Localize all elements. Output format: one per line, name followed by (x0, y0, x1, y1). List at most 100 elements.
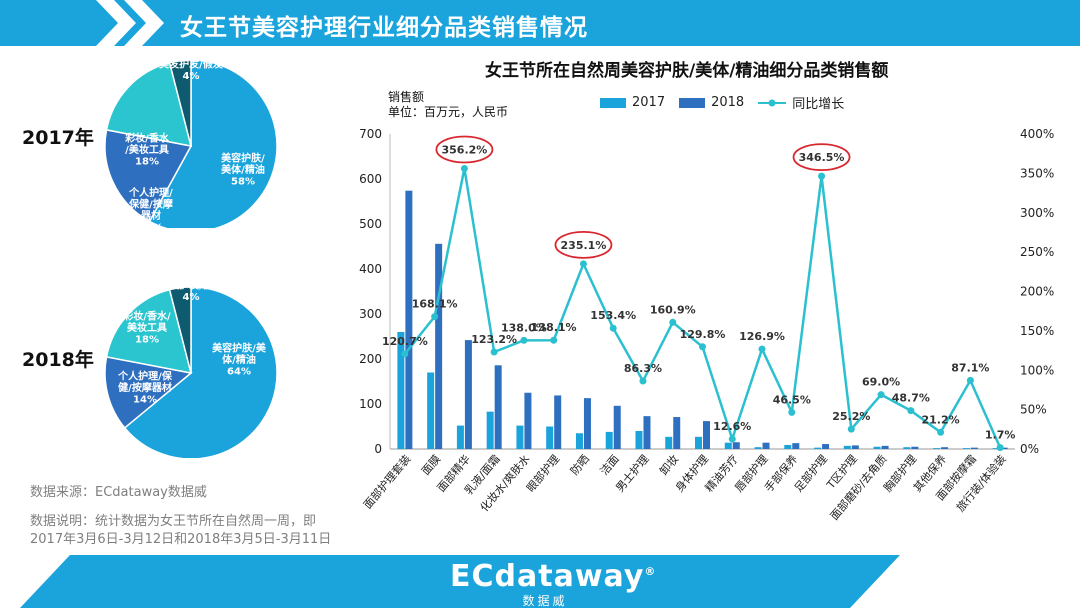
bar-2017 (873, 446, 881, 449)
growth-data-label: 46.5% (773, 393, 811, 406)
bar-2017 (575, 433, 583, 449)
bar-2018 (1000, 447, 1008, 449)
legend-swatch-2018 (679, 97, 706, 108)
legend-label-2018: 2018 (711, 95, 745, 110)
bar-2018 (643, 416, 651, 449)
bar-2018 (494, 365, 502, 449)
growth-data-label: 235.1% (561, 239, 607, 252)
data-description-line2: 2017年3月6日-3月12日和2018年3月5日-3月11日 (30, 532, 332, 547)
pie-slice-label: 美体/精油 (221, 163, 265, 176)
growth-point (669, 318, 677, 326)
pie-slice-label: 个人护理/ (128, 186, 173, 199)
x-category-label: 面部护理套装 (360, 452, 413, 512)
page-title: 女王节美容护理行业细分品类销售情况 (180, 15, 588, 41)
growth-point (401, 350, 409, 358)
y-tick-label: 100 (359, 397, 382, 411)
bar-2017 (962, 448, 970, 449)
data-description-line1: 数据说明：统计数据为女王节所在自然周一周，即 (30, 514, 317, 529)
growth-point (788, 408, 796, 416)
growth-data-label: 87.1% (951, 361, 989, 374)
pie-slice-label: 58% (231, 177, 255, 188)
bar-2017 (427, 372, 435, 449)
bar-2018 (881, 445, 889, 449)
growth-data-label: 129.8% (680, 328, 726, 341)
pie-slice-label: /美妆工具 (125, 143, 169, 156)
growth-point (550, 336, 558, 344)
pie-slice (148, 59, 278, 228)
bar-2017 (397, 332, 405, 449)
pie-slice-label: 14% (133, 395, 157, 406)
y2-tick-label: 300% (1020, 206, 1054, 220)
bar-2017 (486, 411, 494, 449)
growth-point (996, 444, 1004, 452)
pie-slice-label: 美发护发/假发 (159, 58, 224, 70)
legend-item-2017: 2017 (600, 95, 665, 110)
growth-point (728, 435, 736, 443)
legend-item-growth: 同比增长 (758, 93, 844, 112)
bar-2017 (724, 442, 732, 449)
y-axis-title: 销售额 (388, 90, 425, 104)
growth-point (699, 343, 706, 351)
bar-2018 (762, 442, 770, 449)
data-source-note: 数据来源：ECdataway数据威 (30, 485, 207, 500)
growth-data-label: 138.0% (501, 321, 547, 334)
growth-data-label: 126.9% (739, 330, 785, 343)
pie-2018-year-label: 2018年 (22, 349, 94, 371)
bar-2017 (456, 425, 464, 449)
footer-brand-logo: ECdataway® 数据威 (450, 555, 655, 608)
pie-2017-year-label: 2017年 (22, 127, 94, 149)
pie-slice (105, 61, 193, 147)
legend-swatch-2017 (600, 97, 626, 108)
y-tick-label: 300 (359, 307, 382, 321)
pie-slice-label: 彩妆/香水 (124, 132, 170, 145)
y-tick-label: 400 (359, 262, 382, 276)
pie-slice-label: 美容护肤/ (221, 152, 265, 165)
y2-tick-label: 350% (1020, 166, 1054, 180)
chart-legend: 2017 2018 同比增长 (600, 93, 844, 112)
x-category-label: 洁面 (598, 453, 622, 478)
growth-point (579, 260, 587, 268)
growth-point (758, 345, 766, 353)
growth-data-label: 160.9% (650, 303, 696, 316)
y-tick-label: 500 (359, 217, 382, 231)
growth-point (639, 377, 647, 385)
legend-line-marker-icon (758, 99, 787, 106)
y2-tick-label: 250% (1020, 245, 1054, 259)
growth-data-label: 138.1% (531, 321, 577, 334)
growth-data-label: 346.5% (799, 151, 845, 164)
growth-point (431, 313, 439, 321)
x-category-label: 面膜 (419, 453, 443, 478)
growth-data-label: 48.7% (892, 392, 930, 405)
pie-slice (168, 59, 192, 147)
bar-2018 (464, 340, 472, 449)
bar-2018 (970, 447, 978, 449)
y-tick-label: 700 (359, 127, 382, 141)
pie-slice (105, 288, 193, 374)
pie-slice-label: 美发护发/假发 (159, 278, 224, 291)
pie-slice-label: 18% (135, 335, 159, 346)
main-bar-line-chart: 0 100 200 300 400 500 600 700 0% 50% 100% 150% 200% 2… (359, 127, 1054, 523)
growth-point (520, 336, 528, 344)
growth-data-label: 120.7% (382, 335, 428, 348)
pie-slice-label: 体/精油 (222, 353, 256, 366)
y-tick-label: 0 (374, 442, 382, 456)
bar-2018 (851, 445, 859, 449)
brand-name: ECdataway (450, 559, 645, 594)
pie-slice-label: 个人护理/保 (117, 370, 173, 383)
pie-slice-label: 4% (183, 71, 200, 82)
bar-2018 (673, 417, 681, 449)
bar-2017 (635, 431, 643, 449)
bar-2017 (992, 448, 1000, 449)
growth-data-label: 25.2% (832, 410, 870, 423)
bar-2017 (814, 447, 822, 449)
bar-2018 (792, 443, 800, 449)
growth-point (818, 172, 826, 180)
highlight-circle (435, 135, 494, 164)
pie-slice-label: 保健/按摩 (128, 197, 174, 210)
bar-2017 (933, 448, 941, 449)
bar-2017 (605, 431, 613, 449)
legend-item-2018: 2018 (679, 95, 744, 110)
pie-slice-label: 20% (139, 222, 163, 228)
pie-slice (168, 286, 192, 374)
